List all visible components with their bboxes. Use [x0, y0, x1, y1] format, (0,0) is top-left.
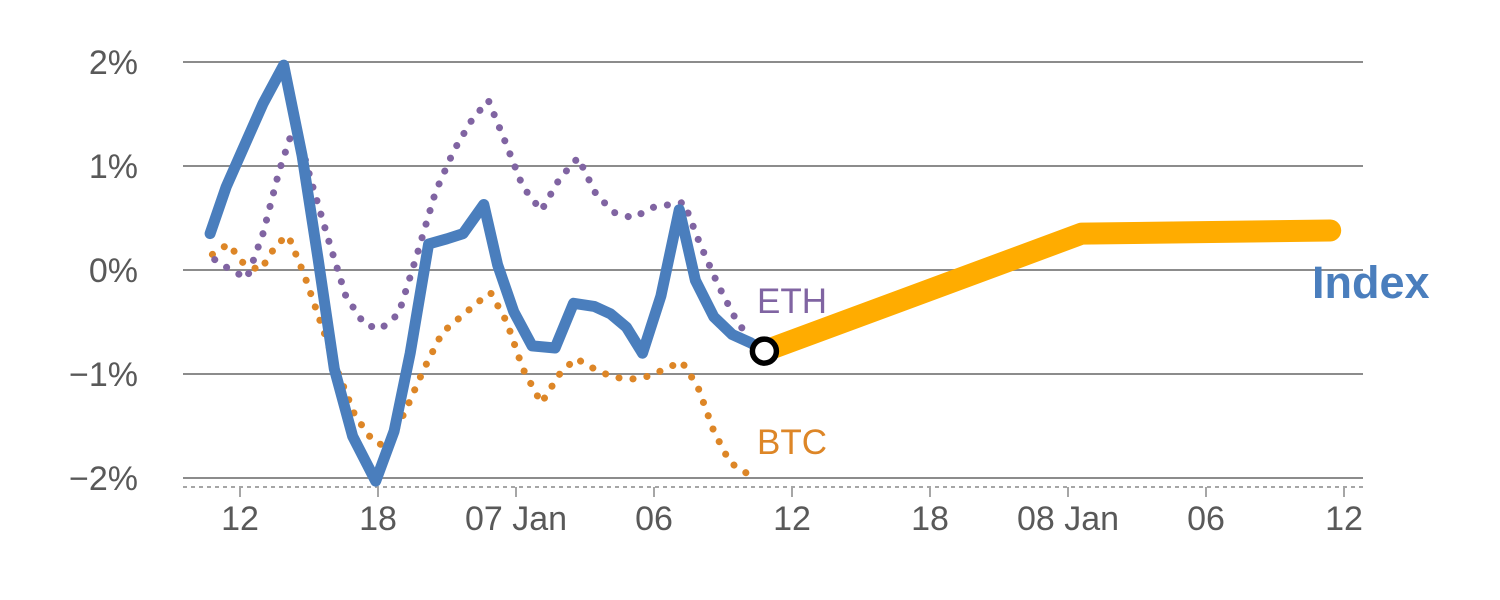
x-tick-label: 12 [773, 500, 811, 538]
series-index-projection-line [753, 219, 1342, 363]
y-tick-label: 2% [89, 44, 138, 82]
y-tick-label: 1% [89, 148, 138, 186]
x-tick-label: 08 Jan [1017, 500, 1119, 538]
x-tick-label: 12 [1325, 500, 1363, 538]
x-tick-label: 12 [221, 500, 259, 538]
x-tick-label: 07 Jan [465, 500, 567, 538]
series-index-line [204, 59, 770, 487]
series-btc-line [208, 232, 750, 477]
x-tick-label: 18 [359, 500, 397, 538]
y-tick-label: 0% [89, 252, 138, 290]
eth-series-label: ETH [757, 282, 827, 321]
x-tick-label: 06 [1187, 500, 1225, 538]
y-tick-label: −1% [69, 356, 138, 394]
btc-series-label: BTC [757, 423, 827, 462]
current-point-marker [749, 336, 780, 366]
x-tick-label: 18 [911, 500, 949, 538]
y-tick-label: −2% [69, 460, 138, 498]
x-tick-label: 06 [635, 500, 673, 538]
index-series-label: Index [1312, 257, 1430, 308]
